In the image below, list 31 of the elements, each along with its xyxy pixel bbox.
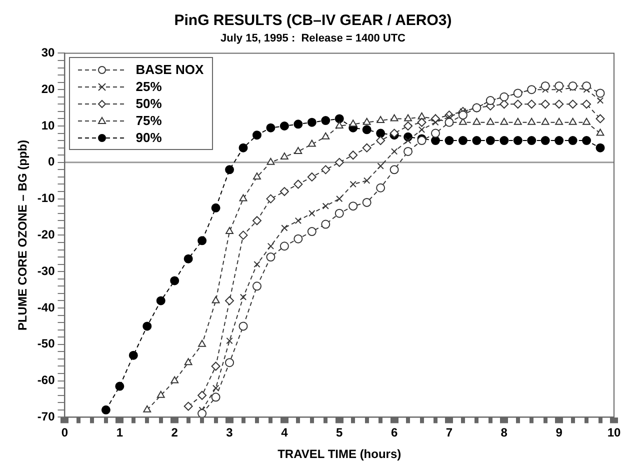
x-tick-label: 7 [446,426,453,440]
legend-label: BASE NOX [136,62,204,78]
y-tick-label: 10 [41,118,56,132]
legend-label: 25% [136,79,162,94]
x-tick-label: 8 [500,426,508,440]
x-tick-label: 5 [336,426,344,440]
legend-label: 50% [136,96,162,112]
chart-title: PinG RESULTS (CB–IV GEAR / AERO3) [174,12,452,30]
y-tick-label: 20 [41,82,56,96]
y-tick-label: -50 [37,336,56,351]
x-tick-label: 6 [390,426,398,440]
y-tick-label: -70 [37,410,56,424]
x-tick-label: 4 [281,426,288,440]
y-axis-title: PLUME CORE OZONE – BG (ppb) [16,140,30,331]
x-tick-label: 2 [171,426,178,440]
chart-subtitle: July 15, 1995 : Release = 1400 UTC [220,32,406,45]
x-tick-label: 9 [556,426,563,440]
y-tick-label: -20 [37,228,56,242]
y-tick-label: -10 [37,191,56,206]
y-tick-label: -60 [37,373,56,388]
x-tick-label: 3 [226,426,234,440]
x-tick-label: 1 [116,426,124,440]
legend-label: 90% [136,130,162,146]
y-tick-label: -40 [37,300,56,314]
y-tick-label: 30 [41,46,56,60]
y-tick-label: -30 [37,264,56,278]
legend-label: 75% [136,113,162,128]
x-tick-label: 0 [61,426,68,440]
y-tick-label: 0 [48,154,56,169]
x-tick-label: 10 [607,426,621,440]
x-axis-title: TRAVEL TIME (hours) [278,447,402,462]
